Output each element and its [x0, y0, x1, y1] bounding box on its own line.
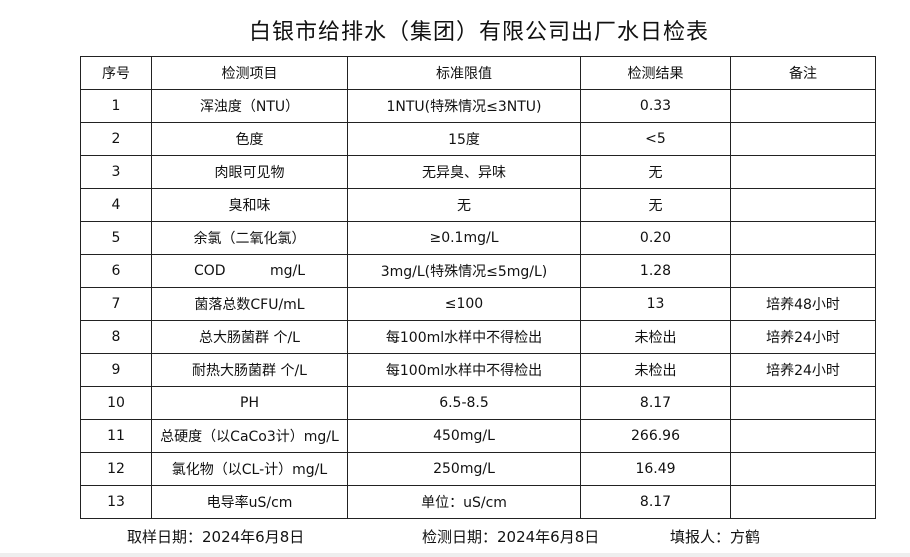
- column-header: 检测结果: [580, 56, 731, 90]
- table-cell: 无: [347, 188, 581, 222]
- table-cell: 1.28: [580, 254, 731, 288]
- table-cell: [730, 188, 876, 222]
- table-cell: 1NTU(特殊情况≤3NTU): [347, 89, 581, 123]
- table-cell: 每100ml水样中不得检出: [347, 353, 581, 387]
- table-row: 7 菌落总数CFU/mL ≤100 13 培养48小时: [80, 287, 876, 321]
- table-cell: 无异臭、异味: [347, 155, 581, 189]
- table-cell: 9: [80, 353, 152, 387]
- header-row: 序号 检测项目 标准限值 检测结果 备注: [80, 56, 876, 90]
- sampling-date: 取样日期：2024年6月8日: [127, 528, 305, 546]
- table-cell: PH: [151, 386, 348, 420]
- table-cell: 12: [80, 452, 152, 486]
- table-cell: 13: [580, 287, 731, 321]
- table-cell: [730, 122, 876, 156]
- table-cell: 6.5-8.5: [347, 386, 581, 420]
- column-header: 备注: [730, 56, 876, 90]
- table-cell: 0.33: [580, 89, 731, 123]
- table-row: 10 PH 6.5-8.5 8.17: [80, 386, 876, 420]
- table-cell: 11: [80, 419, 152, 453]
- table-cell: 菌落总数CFU/mL: [151, 287, 348, 321]
- table-cell: 无: [580, 155, 731, 189]
- table-cell: 5: [80, 221, 152, 255]
- table-cell: 未检出: [580, 353, 731, 387]
- table-cell: 臭和味: [151, 188, 348, 222]
- table-cell: 电导率uS/cm: [151, 485, 348, 519]
- table-row: 12 氯化物（以CL-计）mg/L 250mg/L 16.49: [80, 452, 876, 486]
- table-cell: 培养48小时: [730, 287, 876, 321]
- table-row: 9 耐热大肠菌群 个/L 每100ml水样中不得检出 未检出 培养24小时: [80, 353, 876, 387]
- reporter: 填报人：方鹤: [670, 528, 761, 546]
- table-cell: [730, 254, 876, 288]
- column-header: 检测项目: [151, 56, 348, 90]
- table-cell: 250mg/L: [347, 452, 581, 486]
- table-cell: [730, 386, 876, 420]
- table-cell: 余氯（二氧化氯）: [151, 221, 348, 255]
- table-cell: 8.17: [580, 386, 731, 420]
- test-date: 检测日期：2024年6月8日: [422, 528, 600, 546]
- table-row: 1 浑浊度（NTU） 1NTU(特殊情况≤3NTU) 0.33: [80, 89, 876, 123]
- table-cell: 无: [580, 188, 731, 222]
- table-cell: COD mg/L: [151, 254, 348, 288]
- table-cell: 总大肠菌群 个/L: [151, 320, 348, 354]
- table-cell: 13: [80, 485, 152, 519]
- table-cell: [730, 89, 876, 123]
- table-cell: 10: [80, 386, 152, 420]
- table-cell: [730, 485, 876, 519]
- table-row: 8 总大肠菌群 个/L 每100ml水样中不得检出 未检出 培养24小时: [80, 320, 876, 354]
- table-cell: 耐热大肠菌群 个/L: [151, 353, 348, 387]
- table-cell: 8: [80, 320, 152, 354]
- table-cell: 色度: [151, 122, 348, 156]
- table-cell: 氯化物（以CL-计）mg/L: [151, 452, 348, 486]
- table-cell: [730, 155, 876, 189]
- table-cell: 浑浊度（NTU）: [151, 89, 348, 123]
- table-cell: 16.49: [580, 452, 731, 486]
- table-row: 11 总硬度（以CaCo3计）mg/L 450mg/L 266.96: [80, 419, 876, 453]
- table-row: 5 余氯（二氧化氯） ≥0.1mg/L 0.20: [80, 221, 876, 255]
- table-cell: 1: [80, 89, 152, 123]
- table-cell: 培养24小时: [730, 353, 876, 387]
- column-header: 标准限值: [347, 56, 581, 90]
- column-header: 序号: [80, 56, 152, 90]
- bottom-strip: [0, 553, 910, 557]
- table-cell: 单位：uS/cm: [347, 485, 581, 519]
- page-title: 白银市给排水（集团）有限公司出厂水日检表: [248, 20, 709, 45]
- table-cell: 6: [80, 254, 152, 288]
- table-cell: 4: [80, 188, 152, 222]
- table-cell: 0.20: [580, 221, 731, 255]
- table-cell: 肉眼可见物: [151, 155, 348, 189]
- table-cell: 每100ml水样中不得检出: [347, 320, 581, 354]
- table-row: 6 COD mg/L 3mg/L(特殊情况≤5mg/L) 1.28: [80, 254, 876, 288]
- table-row: 4 臭和味无无: [80, 188, 876, 222]
- table-row: 2 色度 15度 <5: [80, 122, 876, 156]
- table-cell: 7: [80, 287, 152, 321]
- table-cell: [730, 419, 876, 453]
- table-cell: [730, 452, 876, 486]
- table-cell: 3: [80, 155, 152, 189]
- table-cell: ≥0.1mg/L: [347, 221, 581, 255]
- table-cell: 培养24小时: [730, 320, 876, 354]
- table-cell: 15度: [347, 122, 581, 156]
- table-cell: 2: [80, 122, 152, 156]
- table-cell: 3mg/L(特殊情况≤5mg/L): [347, 254, 581, 288]
- table-cell: 未检出: [580, 320, 731, 354]
- table-cell: 266.96: [580, 419, 731, 453]
- table-cell: 450mg/L: [347, 419, 581, 453]
- table-cell: <5: [580, 122, 731, 156]
- table-row: 13 电导率uS/cm 单位：uS/cm 8.17: [80, 485, 876, 519]
- table-cell: [730, 221, 876, 255]
- table-cell: 8.17: [580, 485, 731, 519]
- table-cell: ≤100: [347, 287, 581, 321]
- inspection-table: 序号 检测项目 标准限值 检测结果 备注 1 浑浊度（NTU） 1NTU(特殊情况≤3NTU)…: [80, 56, 876, 519]
- table-row: 3 肉眼可见物 无异臭、异味无: [80, 155, 876, 189]
- table-cell: 总硬度（以CaCo3计）mg/L: [151, 419, 348, 453]
